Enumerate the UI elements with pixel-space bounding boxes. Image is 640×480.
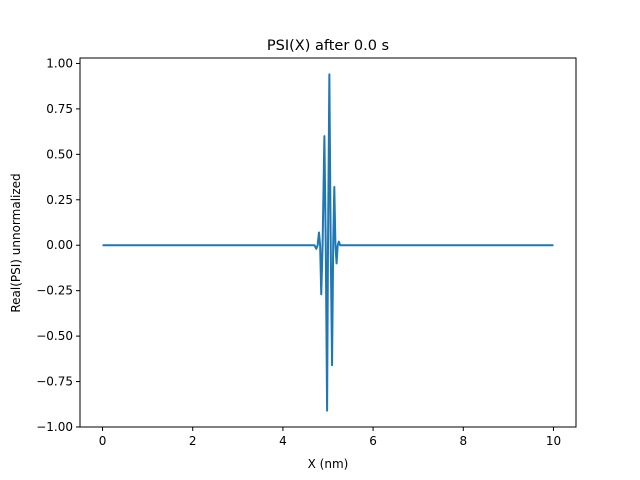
y-tick-label: −0.75 <box>36 375 73 389</box>
x-axis: 0 2 4 6 8 10 <box>99 427 561 448</box>
y-tick-label: 0.50 <box>46 147 73 161</box>
y-tick-label: 0.00 <box>46 238 73 252</box>
x-tick-label: 2 <box>189 434 197 448</box>
x-tick-label: 6 <box>369 434 377 448</box>
y-tick-label: 0.25 <box>46 193 73 207</box>
x-tick-label: 8 <box>459 434 467 448</box>
y-tick-label: 0.75 <box>46 102 73 116</box>
x-tick-label: 10 <box>546 434 561 448</box>
x-axis-label: X (nm) <box>308 457 349 471</box>
y-tick-label: −0.25 <box>36 284 73 298</box>
y-axis: −1.00 −0.75 −0.50 −0.25 0.00 0.25 0.50 0.75 1.00 <box>36 56 80 434</box>
plot-area <box>79 57 577 428</box>
series-line-0 <box>102 73 554 412</box>
x-tick-label: 4 <box>279 434 287 448</box>
y-tick-label: 1.00 <box>46 56 73 70</box>
y-axis-label: Real(PSI) unnormalized <box>9 173 23 312</box>
plot-frame <box>79 57 577 428</box>
y-tick-label: −1.00 <box>36 420 73 434</box>
chart-title: PSI(X) after 0.0 s <box>267 38 389 54</box>
y-tick-label: −0.50 <box>36 329 73 343</box>
x-tick-label: 0 <box>99 434 107 448</box>
